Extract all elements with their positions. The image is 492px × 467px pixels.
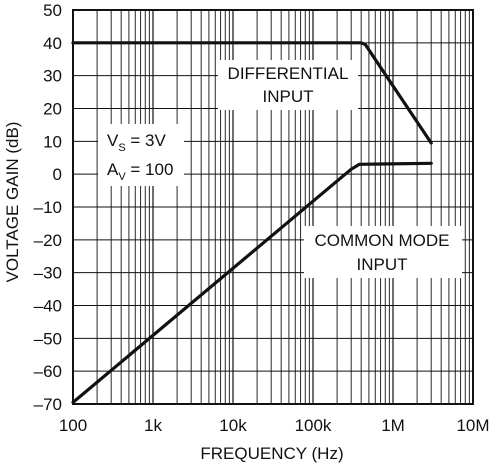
av-subscript: V — [118, 171, 126, 183]
x-tick-label: 1k — [144, 416, 162, 435]
y-tick-label: 0 — [53, 165, 62, 184]
differential-label-background — [218, 60, 358, 110]
y-tick-label: –20 — [34, 231, 62, 250]
conditions-label-background — [98, 124, 184, 186]
annotation-gain-setting: AV = 100 — [107, 160, 173, 183]
x-tick-label: 10k — [219, 416, 247, 435]
vs-value: = 3V — [126, 131, 167, 150]
x-axis-title: FREQUENCY (Hz) — [200, 444, 343, 463]
annotation-backgrounds — [98, 60, 462, 278]
y-axis-title: VOLTAGE GAIN (dB) — [3, 122, 22, 283]
y-tick-label: –70 — [34, 395, 62, 414]
plot-frame — [72, 9, 474, 405]
annotation-supply-voltage: VS = 3V — [107, 131, 167, 154]
annotation-common-line1: COMMON MODE — [314, 231, 449, 250]
y-tick-label: –40 — [34, 297, 62, 316]
common-mode-label-background — [304, 226, 462, 278]
annotation-differential-line1: DIFFERENTIAL — [228, 64, 349, 83]
vs-symbol: V — [107, 131, 119, 150]
av-symbol: A — [107, 160, 119, 179]
y-tick-label: 40 — [43, 34, 62, 53]
tick-labels: –70 –60 –50 –40 –30 –20 –10 0 10 20 30 40 50 100 1k 10k… — [34, 1, 490, 435]
x-tick-label: 1M — [381, 416, 405, 435]
y-tick-label: –30 — [34, 264, 62, 283]
annotation-differential-line2: INPUT — [263, 87, 314, 106]
series-lines — [71, 41, 433, 404]
x-tick-label: 10M — [456, 416, 489, 435]
y-tick-label: –50 — [34, 329, 62, 348]
y-tick-label: –10 — [34, 198, 62, 217]
y-tick-label: 50 — [43, 1, 62, 20]
y-tick-label: –60 — [34, 362, 62, 381]
av-value: = 100 — [126, 160, 174, 179]
annotation-common-line2: INPUT — [357, 255, 408, 274]
y-tick-label: 30 — [43, 67, 62, 86]
vs-subscript: S — [118, 142, 125, 154]
x-tick-label: 100 — [59, 416, 87, 435]
common-mode-input-line — [71, 161, 433, 404]
y-tick-label: 20 — [43, 100, 62, 119]
x-tick-label: 100k — [295, 416, 332, 435]
differential-input-line — [71, 41, 433, 145]
y-tick-label: 10 — [43, 132, 62, 151]
grid — [73, 10, 473, 404]
